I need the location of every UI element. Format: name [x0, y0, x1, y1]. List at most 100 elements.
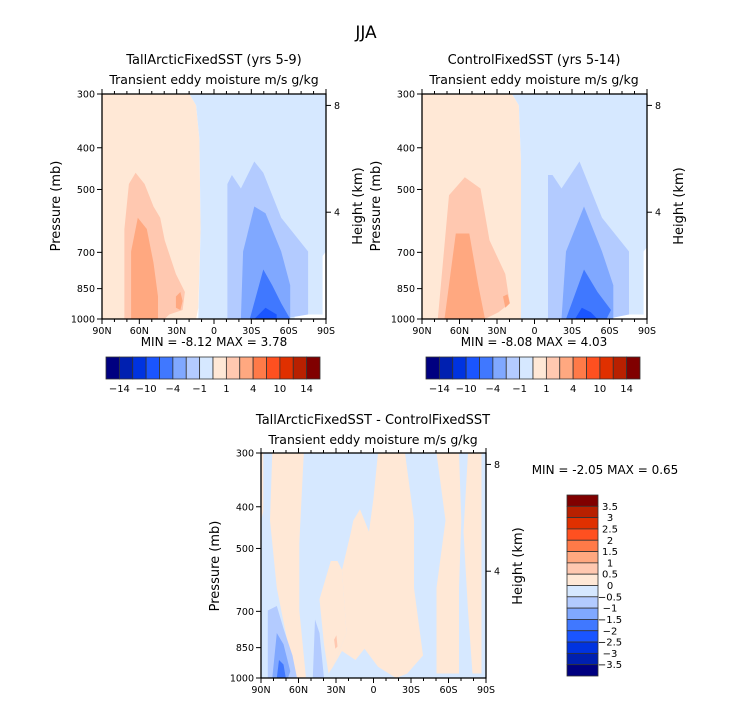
colorbar-label: 14 — [300, 384, 313, 395]
panel-subtitle: Transient eddy moisture m/s g/kg — [108, 72, 318, 87]
colorbar-label: 1 — [543, 384, 549, 395]
colorbar-box — [566, 494, 599, 507]
contour-field — [422, 94, 647, 319]
colorbar-box — [479, 356, 494, 380]
x-tick-label: 30N — [167, 326, 186, 337]
contour-region — [436, 453, 462, 674]
y-tick-label: 500 — [77, 185, 95, 196]
colorbar-label: 1.5 — [602, 547, 618, 558]
colorbar-label: 2 — [607, 536, 613, 547]
right-tick-label: 8 — [494, 460, 500, 471]
x-tick-label: 0 — [531, 326, 537, 337]
colorbar-box — [239, 356, 254, 380]
colorbar: −14 −10 −4 −1 1 4 10 14 — [105, 356, 321, 395]
y-tick-label: 400 — [397, 143, 415, 154]
contour-region — [131, 217, 158, 319]
colorbar-box — [492, 356, 507, 380]
colorbar-label: −14 — [429, 384, 450, 395]
y-tick-label: 300 — [236, 449, 254, 460]
colorbar-box — [145, 356, 160, 380]
colorbar-box — [425, 356, 440, 380]
colorbar-label: 14 — [620, 384, 633, 395]
panel-title: ControlFixedSST (yrs 5-14) — [448, 53, 621, 68]
colorbar-box — [566, 528, 599, 541]
y-tick-label: 700 — [397, 248, 415, 259]
contour-region — [312, 619, 324, 678]
colorbar-box — [566, 664, 599, 677]
contour-region — [503, 294, 510, 308]
colorbar-box — [172, 356, 187, 380]
colorbar-box — [252, 356, 267, 380]
colorbar-box — [159, 356, 174, 380]
colorbar-label: 2.5 — [602, 524, 618, 535]
x-tick-label: 60S — [280, 326, 298, 337]
colorbar-box — [452, 356, 467, 380]
colorbar-box — [105, 356, 120, 380]
colorbar-box — [132, 356, 147, 380]
x-tick-label: 90S — [477, 685, 495, 696]
x-tick-label: 90S — [638, 326, 656, 337]
colorbar-label: 3.5 — [602, 502, 618, 513]
colorbar-label: −3.5 — [598, 660, 622, 671]
colorbar-box — [566, 607, 599, 620]
y-tick-label: 850 — [77, 284, 95, 295]
contour-region — [566, 269, 611, 319]
contour-region — [575, 307, 598, 319]
colorbar-label: −14 — [109, 384, 130, 395]
colorbar-box — [266, 356, 281, 380]
right-tick-label: 4 — [494, 567, 500, 578]
colorbar-box — [306, 356, 321, 380]
colorbar-label: −1 — [192, 384, 207, 395]
contour-region — [270, 453, 306, 678]
right-tick-label: 4 — [655, 208, 661, 219]
contour-region — [333, 453, 423, 678]
colorbar-label: 1 — [223, 384, 229, 395]
contour-region — [240, 206, 291, 319]
colorbar-box — [559, 356, 574, 380]
x-tick-label: 60S — [600, 326, 618, 337]
min-max-label: MIN = -2.05 MAX = 0.65 — [532, 463, 679, 477]
y-axis-label: Pressure (mb) — [49, 161, 64, 252]
colorbar-label: −1 — [603, 604, 618, 615]
y-axis-label: Pressure (mb) — [208, 521, 223, 612]
x-tick-label: 60S — [439, 685, 457, 696]
colorbar: 3.532.521.510.50−0.5−1−1.5−2−2.5−3−3.5 — [566, 494, 622, 677]
panel-subtitle: Transient eddy moisture m/s g/kg — [267, 432, 477, 447]
x-tick-label: 90N — [251, 685, 270, 696]
x-tick-label: 0 — [370, 685, 376, 696]
right-axis-label: Height (km) — [351, 167, 366, 244]
contour-region — [463, 453, 482, 674]
contour-region — [249, 269, 291, 319]
colorbar-box — [586, 356, 601, 380]
right-axis-label: Height (km) — [672, 167, 687, 244]
x-tick-label: 30N — [326, 685, 345, 696]
colorbar-box — [566, 539, 599, 552]
colorbar-box — [566, 596, 599, 609]
colorbar-box — [212, 356, 227, 380]
colorbar: −14 −10 −4 −1 1 4 10 14 — [425, 356, 641, 395]
right-axis-label: Height (km) — [511, 527, 526, 604]
panel-title: TallArcticFixedSST - ControlFixedSST — [255, 413, 490, 428]
right-tick-label: 8 — [655, 101, 661, 112]
contour-region — [319, 561, 347, 674]
contour-region — [334, 635, 338, 649]
colorbar-box — [566, 619, 599, 632]
colorbar-label: −10 — [456, 384, 477, 395]
panel-tallarctic: TallArcticFixedSST (yrs 5-9) Transient e… — [49, 53, 366, 395]
colorbar-label: −2.5 — [598, 638, 622, 649]
colorbar-label: 0.5 — [602, 570, 618, 581]
colorbar-label: 4 — [570, 384, 576, 395]
colorbar-box — [279, 356, 294, 380]
x-tick-label: 90N — [412, 326, 431, 337]
colorbar-label: 0 — [607, 581, 613, 592]
contour-region — [175, 292, 183, 310]
y-tick-label: 300 — [77, 90, 95, 101]
colorbar-box — [566, 641, 599, 654]
colorbar-label: −1.5 — [598, 615, 622, 626]
x-tick-label: 30S — [563, 326, 581, 337]
y-tick-label: 850 — [236, 643, 254, 654]
colorbar-box — [626, 356, 641, 380]
y-tick-label: 700 — [77, 248, 95, 259]
panel-subtitle: Transient eddy moisture m/s g/kg — [428, 72, 638, 87]
y-tick-label: 400 — [236, 502, 254, 513]
